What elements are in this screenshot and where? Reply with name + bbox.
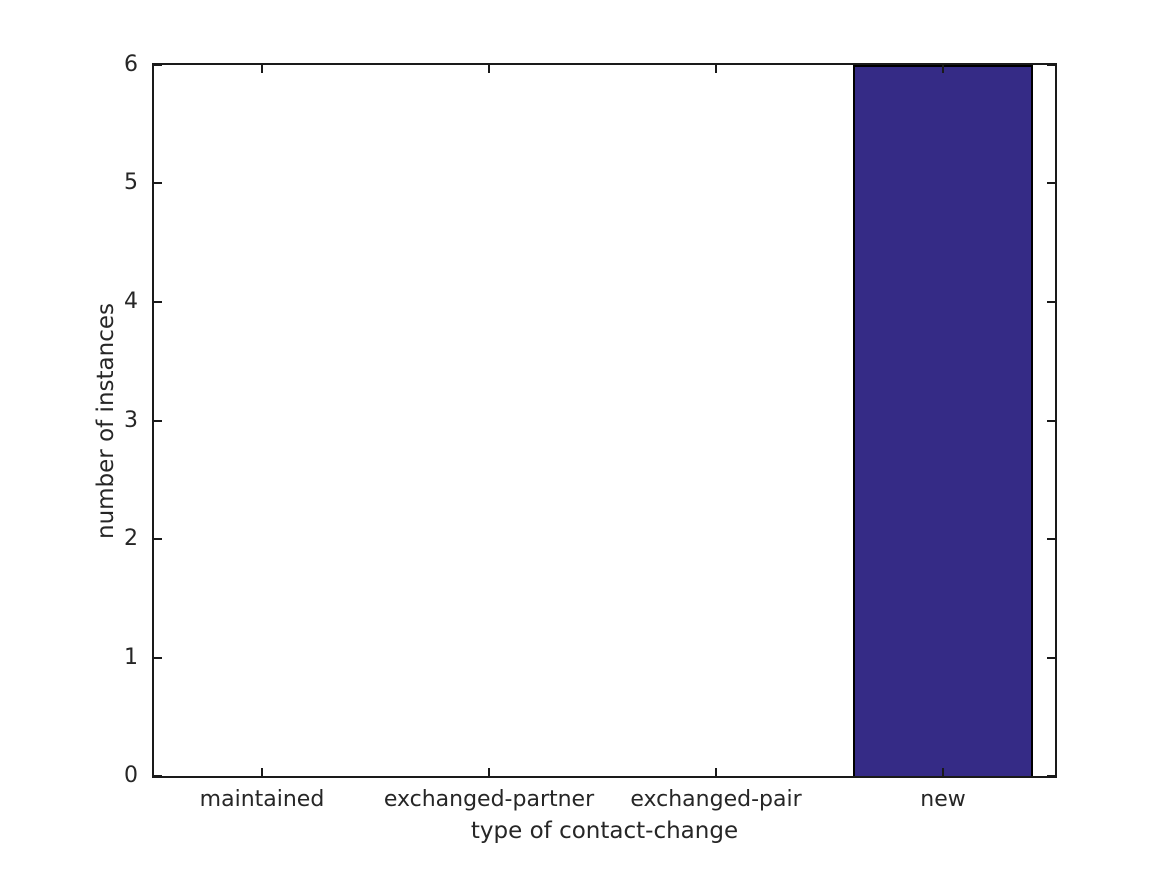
- y-tick-left: [154, 182, 162, 184]
- y-tick-right: [1047, 64, 1055, 66]
- y-tick-label: 5: [124, 170, 138, 195]
- x-tick-bottom: [488, 768, 490, 776]
- bar-new: [853, 65, 1033, 776]
- x-tick-top: [261, 65, 263, 73]
- plot-area: [152, 63, 1057, 778]
- x-tick-top: [942, 65, 944, 73]
- x-axis-label: type of contact-change: [470, 818, 739, 844]
- y-tick-left: [154, 64, 162, 66]
- x-tick-label: exchanged-pair: [630, 787, 802, 812]
- x-tick-bottom: [715, 768, 717, 776]
- y-tick-right: [1047, 182, 1055, 184]
- bars-layer: [154, 65, 1055, 776]
- y-tick-right: [1047, 420, 1055, 422]
- x-tick-bottom: [261, 768, 263, 776]
- x-tick-bottom: [942, 768, 944, 776]
- y-tick-right: [1047, 301, 1055, 303]
- y-tick-left: [154, 538, 162, 540]
- y-tick-right: [1047, 657, 1055, 659]
- y-tick-left: [154, 301, 162, 303]
- y-tick-label: 1: [124, 645, 138, 670]
- y-tick-left: [154, 657, 162, 659]
- x-tick-label: maintained: [199, 787, 325, 812]
- y-tick-right: [1047, 775, 1055, 777]
- ticks-layer: [154, 64, 1055, 777]
- y-tick-right: [1047, 538, 1055, 540]
- y-tick-left: [154, 420, 162, 422]
- x-tick-label: new: [920, 787, 966, 812]
- y-tick-label: 0: [124, 763, 138, 788]
- y-axis-label: number of instances: [93, 303, 119, 539]
- y-tick-label: 2: [124, 526, 138, 551]
- x-tick-top: [715, 65, 717, 73]
- x-tick-label: exchanged-partner: [383, 787, 595, 812]
- y-tick-label: 6: [124, 52, 138, 77]
- y-tick-label: 3: [124, 408, 138, 433]
- x-tick-top: [488, 65, 490, 73]
- y-tick-left: [154, 775, 162, 777]
- y-tick-label: 4: [124, 289, 138, 314]
